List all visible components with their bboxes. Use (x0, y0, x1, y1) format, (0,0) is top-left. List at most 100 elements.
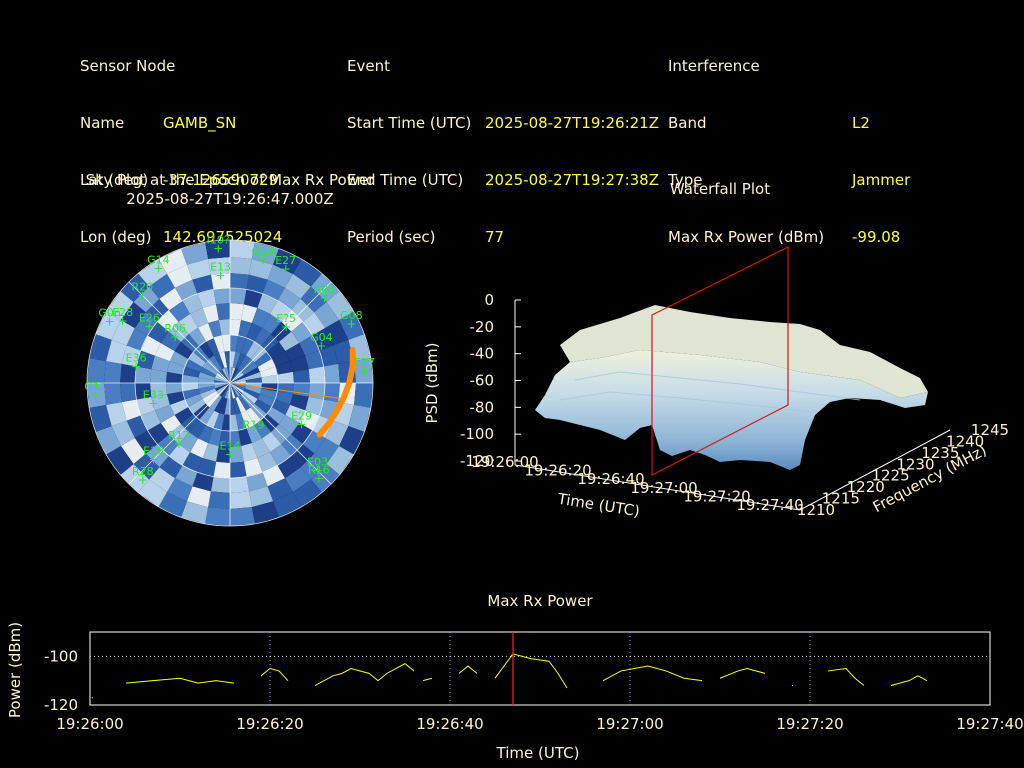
skyplot-cell (214, 383, 230, 389)
skyplot-cell (216, 372, 230, 383)
maxrx-segment (314, 663, 415, 686)
skyplot-cell (230, 367, 236, 383)
skyplot-cell (230, 372, 244, 383)
skyplot-cell (238, 428, 252, 447)
skyplot-cell (262, 279, 285, 301)
skyplot-cell (214, 380, 230, 383)
skyplot-cell (260, 388, 278, 400)
skyplot-cell (299, 335, 320, 356)
skyplot-cell (251, 307, 270, 328)
interference-heading: Interference (668, 57, 760, 75)
skyplot-cell (230, 383, 246, 391)
skyplot-cell (238, 319, 252, 338)
skyplot-cell (188, 399, 206, 414)
skyplot-cell (291, 423, 313, 445)
time-tick-label: 19:27:40 (736, 496, 803, 514)
skyplot-cell (230, 257, 252, 275)
skyplot-cell (354, 358, 373, 383)
skyplot-cell (305, 396, 324, 416)
psd-axis-label: PSD (dBm) (423, 342, 441, 423)
skyplot-cell (230, 507, 255, 526)
skyplot-heatmap (87, 240, 373, 526)
maxrx-segment (458, 665, 478, 674)
event-start-value: 2025-08-27T19:26:21Z (485, 114, 659, 132)
maxrx-xtick-label: 19:27:00 (596, 715, 663, 733)
skyplot-grid (86, 239, 374, 527)
skyplot-cell (154, 404, 175, 423)
skyplot-cell (190, 307, 209, 328)
sensor-lat-label: Lat (deg) (80, 171, 149, 189)
skyplot-cell (245, 372, 262, 381)
skyplot-cell (242, 362, 258, 375)
skyplot-cell (254, 419, 272, 439)
skyplot-cell (246, 274, 268, 294)
skyplot-cell (188, 419, 206, 439)
skyplot-cell (224, 383, 230, 399)
skyplot-cell (206, 410, 220, 429)
skyplot-cell (104, 361, 122, 383)
skyplot-cell (261, 374, 278, 383)
waterfall-floor (514, 429, 951, 511)
time-tick-label: 19:26:40 (577, 470, 644, 488)
skyplot-cell (208, 428, 222, 447)
skyplot-cell (95, 426, 121, 455)
skyplot-cell (246, 407, 261, 425)
skyplot-cell (254, 352, 272, 367)
skyplot-cell (235, 335, 247, 353)
satellite-marker: + (144, 319, 154, 333)
surface-front (535, 350, 928, 470)
skyplot-cell (323, 383, 340, 403)
skyplot-cell (192, 472, 214, 492)
skyplot-cell (262, 313, 282, 334)
freq-tick-label: 1230 (896, 455, 934, 473)
satellite-marker: + (314, 471, 324, 485)
psd-tick-label: -60 (470, 372, 495, 390)
interference-power-label: Max Rx Power (dBm) (668, 228, 825, 246)
satellite-marker: + (248, 426, 258, 440)
satellite-marker: + (138, 473, 148, 487)
skyplot-cell (285, 273, 311, 299)
freq-axis-line (799, 429, 951, 511)
skyplot-cell (151, 355, 170, 372)
bearing-track (316, 347, 356, 438)
skyplot-cell (305, 350, 324, 370)
satellite-label: E26 (139, 311, 160, 324)
satellite-label: E18 (143, 444, 164, 457)
skyplot-cell (273, 248, 302, 274)
skyplot-cell (121, 399, 141, 421)
interference-band-value: L2 (852, 114, 870, 132)
event-period-label: Period (sec) (347, 228, 436, 246)
skyplot-cell (199, 407, 214, 425)
psd-tick-label: -120 (460, 452, 494, 470)
skyplot-cell (135, 383, 152, 400)
skyplot-cell (199, 341, 214, 359)
satellite-marker: + (297, 417, 307, 431)
skyplot-cell (251, 438, 270, 459)
skyplot-cell (339, 311, 365, 340)
skyplot-cell (104, 383, 122, 405)
jammer-bearing (229, 347, 356, 438)
skyplot-cell (160, 415, 181, 435)
psd-tick-label: 0 (484, 291, 494, 309)
interference-type-row: Type Jammer (668, 171, 910, 190)
maxrx-ytick-label: -120 (44, 696, 78, 714)
skyplot-title: Sky Plot at the Epoch of Max Rx Power 20… (40, 171, 420, 209)
skyplot-cell (181, 501, 209, 524)
skyplot-cell (138, 479, 167, 507)
waterfall-surface (535, 305, 928, 470)
satellite-marker: + (131, 359, 141, 373)
skyplot-cell (326, 291, 354, 320)
skyplot-cell (249, 486, 274, 508)
skyplot-cell (147, 423, 169, 445)
skyplot-cell (271, 399, 291, 415)
skyplot-cell (182, 366, 200, 378)
skyplot-cell (213, 413, 225, 431)
sensor-lat-row: Lat (deg) -37.126590729 (80, 171, 282, 190)
satellite-label: G04 (310, 331, 333, 344)
skyplot-cell (184, 359, 203, 373)
skyplot-cell (230, 414, 239, 431)
skyplot-cell (149, 273, 175, 299)
skyplot-cell (241, 304, 258, 323)
satellite-label: E14 (220, 440, 241, 453)
